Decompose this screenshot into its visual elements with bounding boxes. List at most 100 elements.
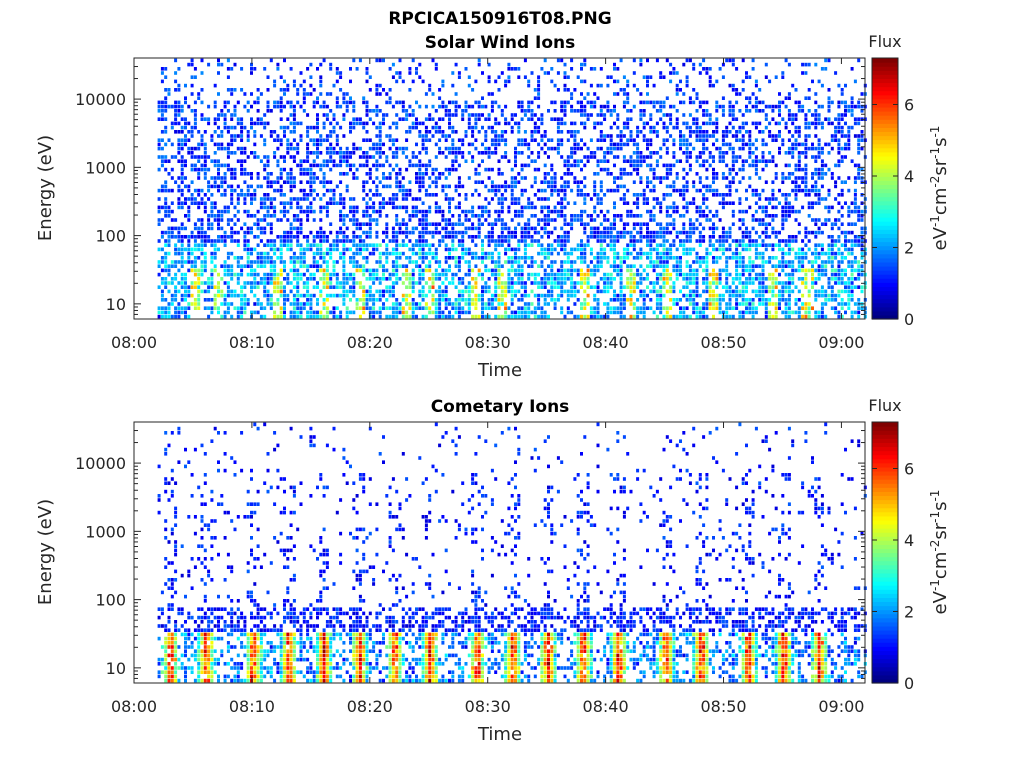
heatmap-cell bbox=[240, 226, 244, 231]
heatmap-cell bbox=[712, 293, 715, 298]
heatmap-cell bbox=[652, 239, 656, 243]
heatmap-cell bbox=[659, 209, 663, 214]
heatmap-cell bbox=[613, 251, 616, 256]
heatmap-cell bbox=[184, 214, 187, 218]
heatmap-cell bbox=[533, 226, 537, 231]
heatmap-cell bbox=[203, 306, 207, 310]
heatmap-cell bbox=[250, 285, 253, 289]
heatmap-cell bbox=[263, 289, 267, 294]
heatmap-cell bbox=[593, 306, 597, 310]
heatmap-cell bbox=[464, 302, 468, 306]
heatmap-cell bbox=[688, 277, 692, 281]
heatmap-cell bbox=[322, 100, 326, 105]
heatmap-cell bbox=[655, 58, 659, 63]
heatmap-cell bbox=[616, 113, 620, 117]
heatmap-cell bbox=[243, 281, 247, 285]
heatmap-cell bbox=[200, 163, 204, 168]
heatmap-cell bbox=[537, 251, 541, 256]
heatmap-cell bbox=[431, 310, 435, 315]
heatmap-cell bbox=[613, 92, 616, 96]
heatmap-cell bbox=[593, 226, 597, 231]
heatmap-cell bbox=[570, 214, 574, 218]
heatmap-cell bbox=[405, 138, 409, 142]
heatmap-cell bbox=[547, 243, 550, 247]
heatmap-cell bbox=[629, 298, 633, 302]
heatmap-cell bbox=[540, 218, 544, 222]
heatmap-cell bbox=[207, 239, 211, 243]
heatmap-cell bbox=[349, 285, 352, 289]
heatmap-cell bbox=[283, 214, 286, 218]
heatmap-cell bbox=[210, 281, 214, 285]
heatmap-cell bbox=[712, 277, 715, 281]
heatmap-cell bbox=[662, 264, 666, 268]
heatmap-cell bbox=[167, 88, 171, 92]
heatmap-cell bbox=[662, 243, 666, 247]
heatmap-cell bbox=[669, 277, 673, 281]
heatmap-cell bbox=[464, 209, 468, 214]
heatmap-cell bbox=[316, 146, 319, 151]
heatmap-cell bbox=[566, 272, 570, 277]
heatmap-cell bbox=[325, 138, 329, 142]
heatmap-cell bbox=[325, 293, 329, 298]
heatmap-cell bbox=[599, 289, 603, 294]
heatmap-cell bbox=[319, 92, 323, 96]
heatmap-cell bbox=[642, 121, 646, 126]
heatmap-cell bbox=[250, 214, 253, 218]
heatmap-cell bbox=[302, 167, 306, 172]
heatmap-cell bbox=[170, 264, 174, 268]
heatmap-cell bbox=[391, 302, 395, 306]
heatmap-cell bbox=[712, 243, 715, 247]
heatmap-cell bbox=[527, 79, 531, 84]
heatmap-cell bbox=[629, 155, 633, 159]
heatmap-cell bbox=[510, 298, 514, 302]
heatmap-cell bbox=[230, 151, 234, 155]
heatmap-cell bbox=[702, 113, 706, 117]
heatmap-cell bbox=[187, 256, 191, 260]
heatmap-cell bbox=[263, 113, 267, 117]
heatmap-cell bbox=[395, 222, 399, 226]
heatmap-cell bbox=[160, 306, 164, 310]
heatmap-cell bbox=[276, 298, 280, 302]
heatmap-cell bbox=[593, 218, 597, 222]
heatmap-cell bbox=[385, 134, 389, 138]
heatmap-cell bbox=[507, 226, 511, 231]
heatmap-cell bbox=[418, 302, 422, 306]
heatmap-cell bbox=[213, 214, 217, 218]
heatmap-cell bbox=[428, 310, 432, 315]
heatmap-cell bbox=[160, 113, 164, 117]
heatmap-cell bbox=[599, 109, 603, 113]
heatmap-cell bbox=[385, 298, 389, 302]
heatmap-cell bbox=[177, 88, 181, 92]
heatmap-cell bbox=[471, 214, 475, 218]
heatmap-cell bbox=[302, 159, 306, 163]
heatmap-cell bbox=[514, 176, 517, 180]
heatmap-cell bbox=[266, 298, 270, 302]
heatmap-cell bbox=[481, 113, 484, 117]
heatmap-cell bbox=[573, 289, 577, 294]
heatmap-cell bbox=[398, 205, 402, 210]
heatmap-cell bbox=[490, 293, 494, 298]
heatmap-cell bbox=[560, 130, 564, 134]
heatmap-cell bbox=[609, 125, 613, 130]
heatmap-cell bbox=[646, 197, 649, 201]
heatmap-cell bbox=[547, 172, 550, 176]
heatmap-cell bbox=[537, 151, 541, 155]
heatmap-cell bbox=[679, 134, 682, 138]
heatmap-cell bbox=[322, 180, 326, 184]
heatmap-cell bbox=[157, 188, 161, 193]
heatmap-cell bbox=[675, 298, 679, 302]
heatmap-cell bbox=[504, 121, 508, 126]
heatmap-cell bbox=[665, 214, 669, 218]
heatmap-cell bbox=[349, 289, 352, 294]
heatmap-cell bbox=[309, 306, 313, 310]
heatmap-cell bbox=[329, 272, 333, 277]
heatmap-cell bbox=[220, 302, 224, 306]
heatmap-cell bbox=[391, 293, 395, 298]
heatmap-cell bbox=[702, 239, 706, 243]
heatmap-cell bbox=[424, 281, 428, 285]
heatmap-cell bbox=[256, 285, 260, 289]
heatmap-cell bbox=[263, 193, 267, 197]
heatmap-cell bbox=[467, 310, 471, 315]
heatmap-cell bbox=[547, 155, 550, 159]
heatmap-cell bbox=[520, 100, 524, 105]
